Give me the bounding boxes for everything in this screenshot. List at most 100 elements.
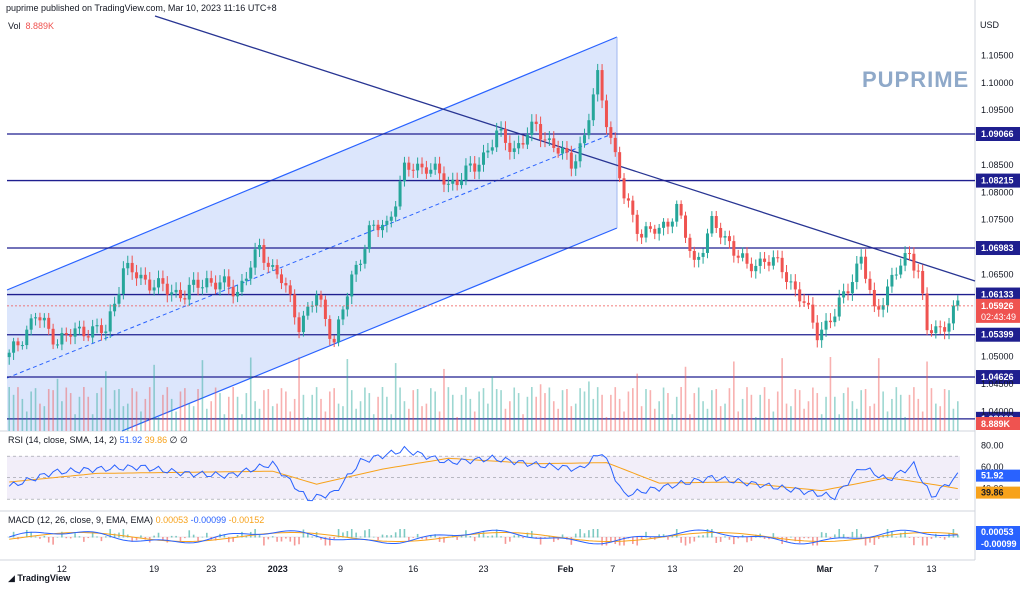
volume-bar [957, 401, 959, 431]
volume-bar [820, 414, 823, 431]
candle-body [29, 318, 33, 330]
macd-hist-bar [96, 536, 98, 538]
macd-hist-bar [838, 529, 841, 538]
brand-watermark: PUPRIME [862, 67, 970, 92]
volume-bar [517, 393, 520, 431]
macd-hist-bar [473, 537, 476, 542]
volume-bar [408, 408, 410, 431]
price-tick: 1.10500 [981, 51, 1014, 61]
candle-body [640, 233, 644, 238]
volume-bar [333, 388, 335, 431]
candle-body [543, 139, 547, 141]
level-badge [976, 173, 1020, 188]
volume-bar [293, 398, 296, 431]
volume-bar [219, 393, 221, 431]
volume-bar [43, 406, 46, 431]
macd-badge-a [976, 526, 1020, 538]
candle-body [236, 291, 240, 297]
candle-body [692, 250, 696, 260]
macd-badge-b [976, 538, 1020, 550]
candle-body [609, 127, 613, 138]
volume-bar [724, 403, 726, 431]
candle-body [38, 317, 42, 321]
macd-legend-signal: -0.00099 [190, 515, 227, 525]
volume-bar [561, 390, 564, 431]
volume-bar [135, 391, 138, 431]
candle-body [306, 306, 310, 316]
candle-body [736, 255, 740, 258]
volume-bar [276, 403, 278, 431]
volume-bar [913, 387, 915, 431]
volume-bar [882, 391, 884, 431]
volume-bar [798, 390, 801, 431]
macd-hist-bar [465, 530, 467, 538]
macd-hist-bar [588, 530, 590, 538]
candle-body [490, 147, 494, 151]
rsi-value-badge [976, 469, 1020, 482]
candle-body [16, 341, 20, 346]
candlesticks [7, 63, 960, 365]
volume-bar [711, 390, 713, 431]
candle-body [165, 283, 169, 295]
volume-bar [109, 408, 112, 431]
volume-bar [618, 398, 621, 431]
price-tick: 1.08000 [981, 187, 1014, 197]
candle-body [837, 297, 841, 317]
macd-hist-bar [61, 531, 63, 538]
candle-body [402, 162, 406, 182]
macd-hist-bar [162, 537, 164, 541]
x-tick: 23 [479, 564, 489, 574]
rsi-ma-badge-label: 39.86 [981, 488, 1004, 498]
macd-hist-bar [276, 537, 278, 542]
macd-hist-bar [667, 537, 669, 540]
volume-bar [754, 416, 757, 431]
macd-hist-bar [873, 537, 876, 545]
volume-bar [539, 384, 542, 431]
macd-hist-bar [289, 537, 292, 542]
volume-bar [741, 398, 744, 431]
macd-hist-bar [390, 535, 393, 538]
macd-hist-bar [438, 537, 441, 542]
volume-bar [69, 393, 72, 431]
x-tick: 7 [610, 564, 615, 574]
candle-body [455, 179, 459, 186]
volume-legend-value: 8.889K [25, 21, 55, 31]
candle-body [508, 142, 512, 152]
candle-body [767, 261, 771, 266]
volume-bar [17, 387, 19, 431]
volume-bar [627, 391, 630, 431]
volume-bar [96, 393, 98, 431]
macd-hist-bar [280, 537, 283, 542]
macd-hist-bar [482, 531, 485, 538]
macd-hist-bar [372, 536, 375, 538]
rsi-value-badge-label: 51.92 [981, 471, 1004, 481]
macd-hist-bar [899, 532, 902, 538]
candle-body [912, 253, 916, 271]
macd-hist-bar [434, 534, 436, 538]
volume-bar [30, 391, 32, 431]
volume-bar [886, 411, 889, 431]
candle-body [95, 325, 99, 327]
volume-bar [860, 390, 862, 431]
volume-bar [39, 403, 41, 431]
macd-hist-bar [939, 537, 942, 538]
volume-bar [834, 396, 836, 431]
level-badge [976, 126, 1020, 141]
level-badge [976, 327, 1020, 342]
volume-bar [337, 403, 340, 431]
macd-hist-bar [249, 531, 252, 538]
candle-body [929, 330, 933, 334]
macd-hist-bar [307, 532, 309, 538]
volume-bars [8, 357, 959, 431]
volume-bar [662, 387, 665, 431]
candle-body [547, 138, 551, 140]
volume-bar [803, 408, 805, 431]
volume-bar [926, 361, 928, 431]
candle-body [341, 309, 345, 320]
volume-bar [403, 401, 406, 431]
macd-hist-bar [223, 534, 226, 538]
candle-body [723, 236, 727, 238]
candle-body [675, 203, 679, 222]
candle-body [556, 147, 560, 154]
